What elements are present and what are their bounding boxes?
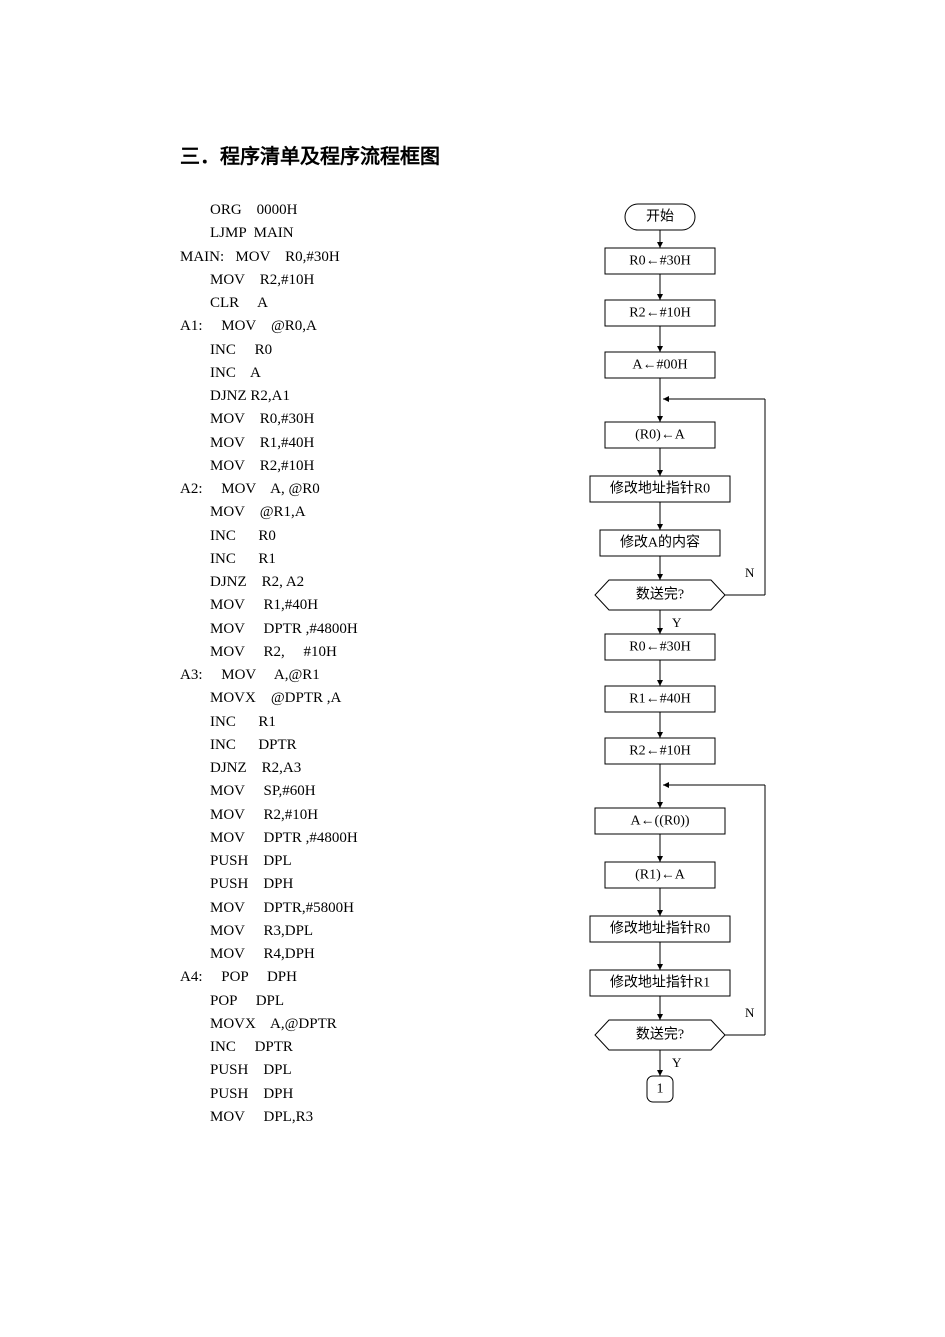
svg-text:修改A的内容: 修改A的内容: [620, 534, 700, 551]
svg-text:数送完?: 数送完?: [636, 1027, 684, 1043]
code-line: A3: MOV A,@R1: [180, 664, 520, 687]
flowchart-node: R0←#30H: [605, 634, 715, 660]
code-line: MOV R1,#40H: [180, 594, 520, 617]
code-line: PUSH DPL: [180, 850, 520, 873]
flowchart-node: 修改A的内容: [600, 530, 720, 556]
code-line: MOV DPL,R3: [180, 1106, 520, 1129]
code-line: INC DPTR: [180, 1036, 520, 1059]
code-line: PUSH DPL: [180, 1059, 520, 1082]
code-line: A2: MOV A, @R0: [180, 478, 520, 501]
section-title: 三．程序清单及程序流程框图: [180, 140, 865, 169]
svg-text:数送完?: 数送完?: [636, 587, 684, 603]
code-line: DJNZ R2,A3: [180, 757, 520, 780]
code-line: MOVX A,@DPTR: [180, 1013, 520, 1036]
code-line: MOV DPTR,#5800H: [180, 897, 520, 920]
flowchart-edge-label: N: [745, 565, 755, 580]
code-line: MOV R1,#40H: [180, 432, 520, 455]
flowchart-node: (R0)←A: [605, 422, 715, 448]
flowchart-node: 修改地址指针R0: [590, 916, 730, 942]
svg-text:R2←#10H: R2←#10H: [629, 744, 690, 759]
code-line: MOV R2,#10H: [180, 269, 520, 292]
svg-text:(R1)←A: (R1)←A: [635, 868, 686, 883]
code-line: A1: MOV @R0,A: [180, 315, 520, 338]
svg-text:1: 1: [657, 1082, 664, 1097]
code-line: MOV @R1,A: [180, 501, 520, 524]
code-line: PUSH DPH: [180, 873, 520, 896]
code-line: MOV R0,#30H: [180, 408, 520, 431]
svg-text:A←#00H: A←#00H: [632, 358, 687, 373]
flowchart-edge-label: Y: [672, 615, 682, 630]
code-line: DJNZ R2,A1: [180, 385, 520, 408]
code-line: ORG 0000H: [180, 199, 520, 222]
flowchart-node: 数送完?: [595, 580, 725, 610]
code-line: PUSH DPH: [180, 1083, 520, 1106]
code-line: MAIN: MOV R0,#30H: [180, 246, 520, 269]
code-line: INC R1: [180, 548, 520, 571]
code-line: MOV DPTR ,#4800H: [180, 827, 520, 850]
svg-text:R1←#40H: R1←#40H: [629, 692, 690, 707]
code-line: MOV R2,#10H: [180, 455, 520, 478]
flowchart-node: 修改地址指针R1: [590, 970, 730, 996]
svg-text:R0←#30H: R0←#30H: [629, 640, 690, 655]
flowchart-node: 1: [647, 1076, 673, 1102]
flowchart-node: 开始: [625, 204, 695, 230]
flowchart-node: 修改地址指针R0: [590, 476, 730, 502]
flowchart: N N Y Y 开始 R0←#30H R2←#10H A←#00H (R0)←A 修改地址指针R0…: [560, 199, 820, 1129]
flowchart-node: A←#00H: [605, 352, 715, 378]
code-line: CLR A: [180, 292, 520, 315]
code-line: POP DPL: [180, 990, 520, 1013]
flowchart-node: A←((R0)): [595, 808, 725, 834]
code-listing: ORG 0000H LJMP MAINMAIN: MOV R0,#30H MOV…: [180, 199, 520, 1129]
code-line: MOV SP,#60H: [180, 780, 520, 803]
code-line: INC DPTR: [180, 734, 520, 757]
code-line: INC R0: [180, 525, 520, 548]
code-line: INC A: [180, 362, 520, 385]
svg-text:修改地址指针R0: 修改地址指针R0: [610, 921, 710, 937]
flowchart-edge-label: N: [745, 1005, 755, 1020]
flowchart-node: 数送完?: [595, 1020, 725, 1050]
flowchart-node: R2←#10H: [605, 738, 715, 764]
code-line: DJNZ R2, A2: [180, 571, 520, 594]
svg-text:修改地址指针R0: 修改地址指针R0: [610, 481, 710, 497]
flowchart-node: R2←#10H: [605, 300, 715, 326]
code-line: LJMP MAIN: [180, 222, 520, 245]
flowchart-node: R1←#40H: [605, 686, 715, 712]
flowchart-edge-label: Y: [672, 1055, 682, 1070]
code-line: MOV R2, #10H: [180, 641, 520, 664]
svg-text:修改地址指针R1: 修改地址指针R1: [610, 975, 710, 991]
code-line: MOV R4,DPH: [180, 943, 520, 966]
svg-text:A←((R0)): A←((R0)): [630, 814, 689, 829]
svg-text:开始: 开始: [646, 209, 674, 225]
code-line: MOVX @DPTR ,A: [180, 687, 520, 710]
svg-text:R0←#30H: R0←#30H: [629, 254, 690, 269]
code-line: MOV R2,#10H: [180, 804, 520, 827]
code-line: A4: POP DPH: [180, 966, 520, 989]
code-line: INC R0: [180, 339, 520, 362]
svg-text:R2←#10H: R2←#10H: [629, 306, 690, 321]
code-line: INC R1: [180, 711, 520, 734]
flowchart-node: R0←#30H: [605, 248, 715, 274]
flowchart-node: (R1)←A: [605, 862, 715, 888]
code-line: MOV DPTR ,#4800H: [180, 618, 520, 641]
code-line: MOV R3,DPL: [180, 920, 520, 943]
svg-text:(R0)←A: (R0)←A: [635, 428, 686, 443]
